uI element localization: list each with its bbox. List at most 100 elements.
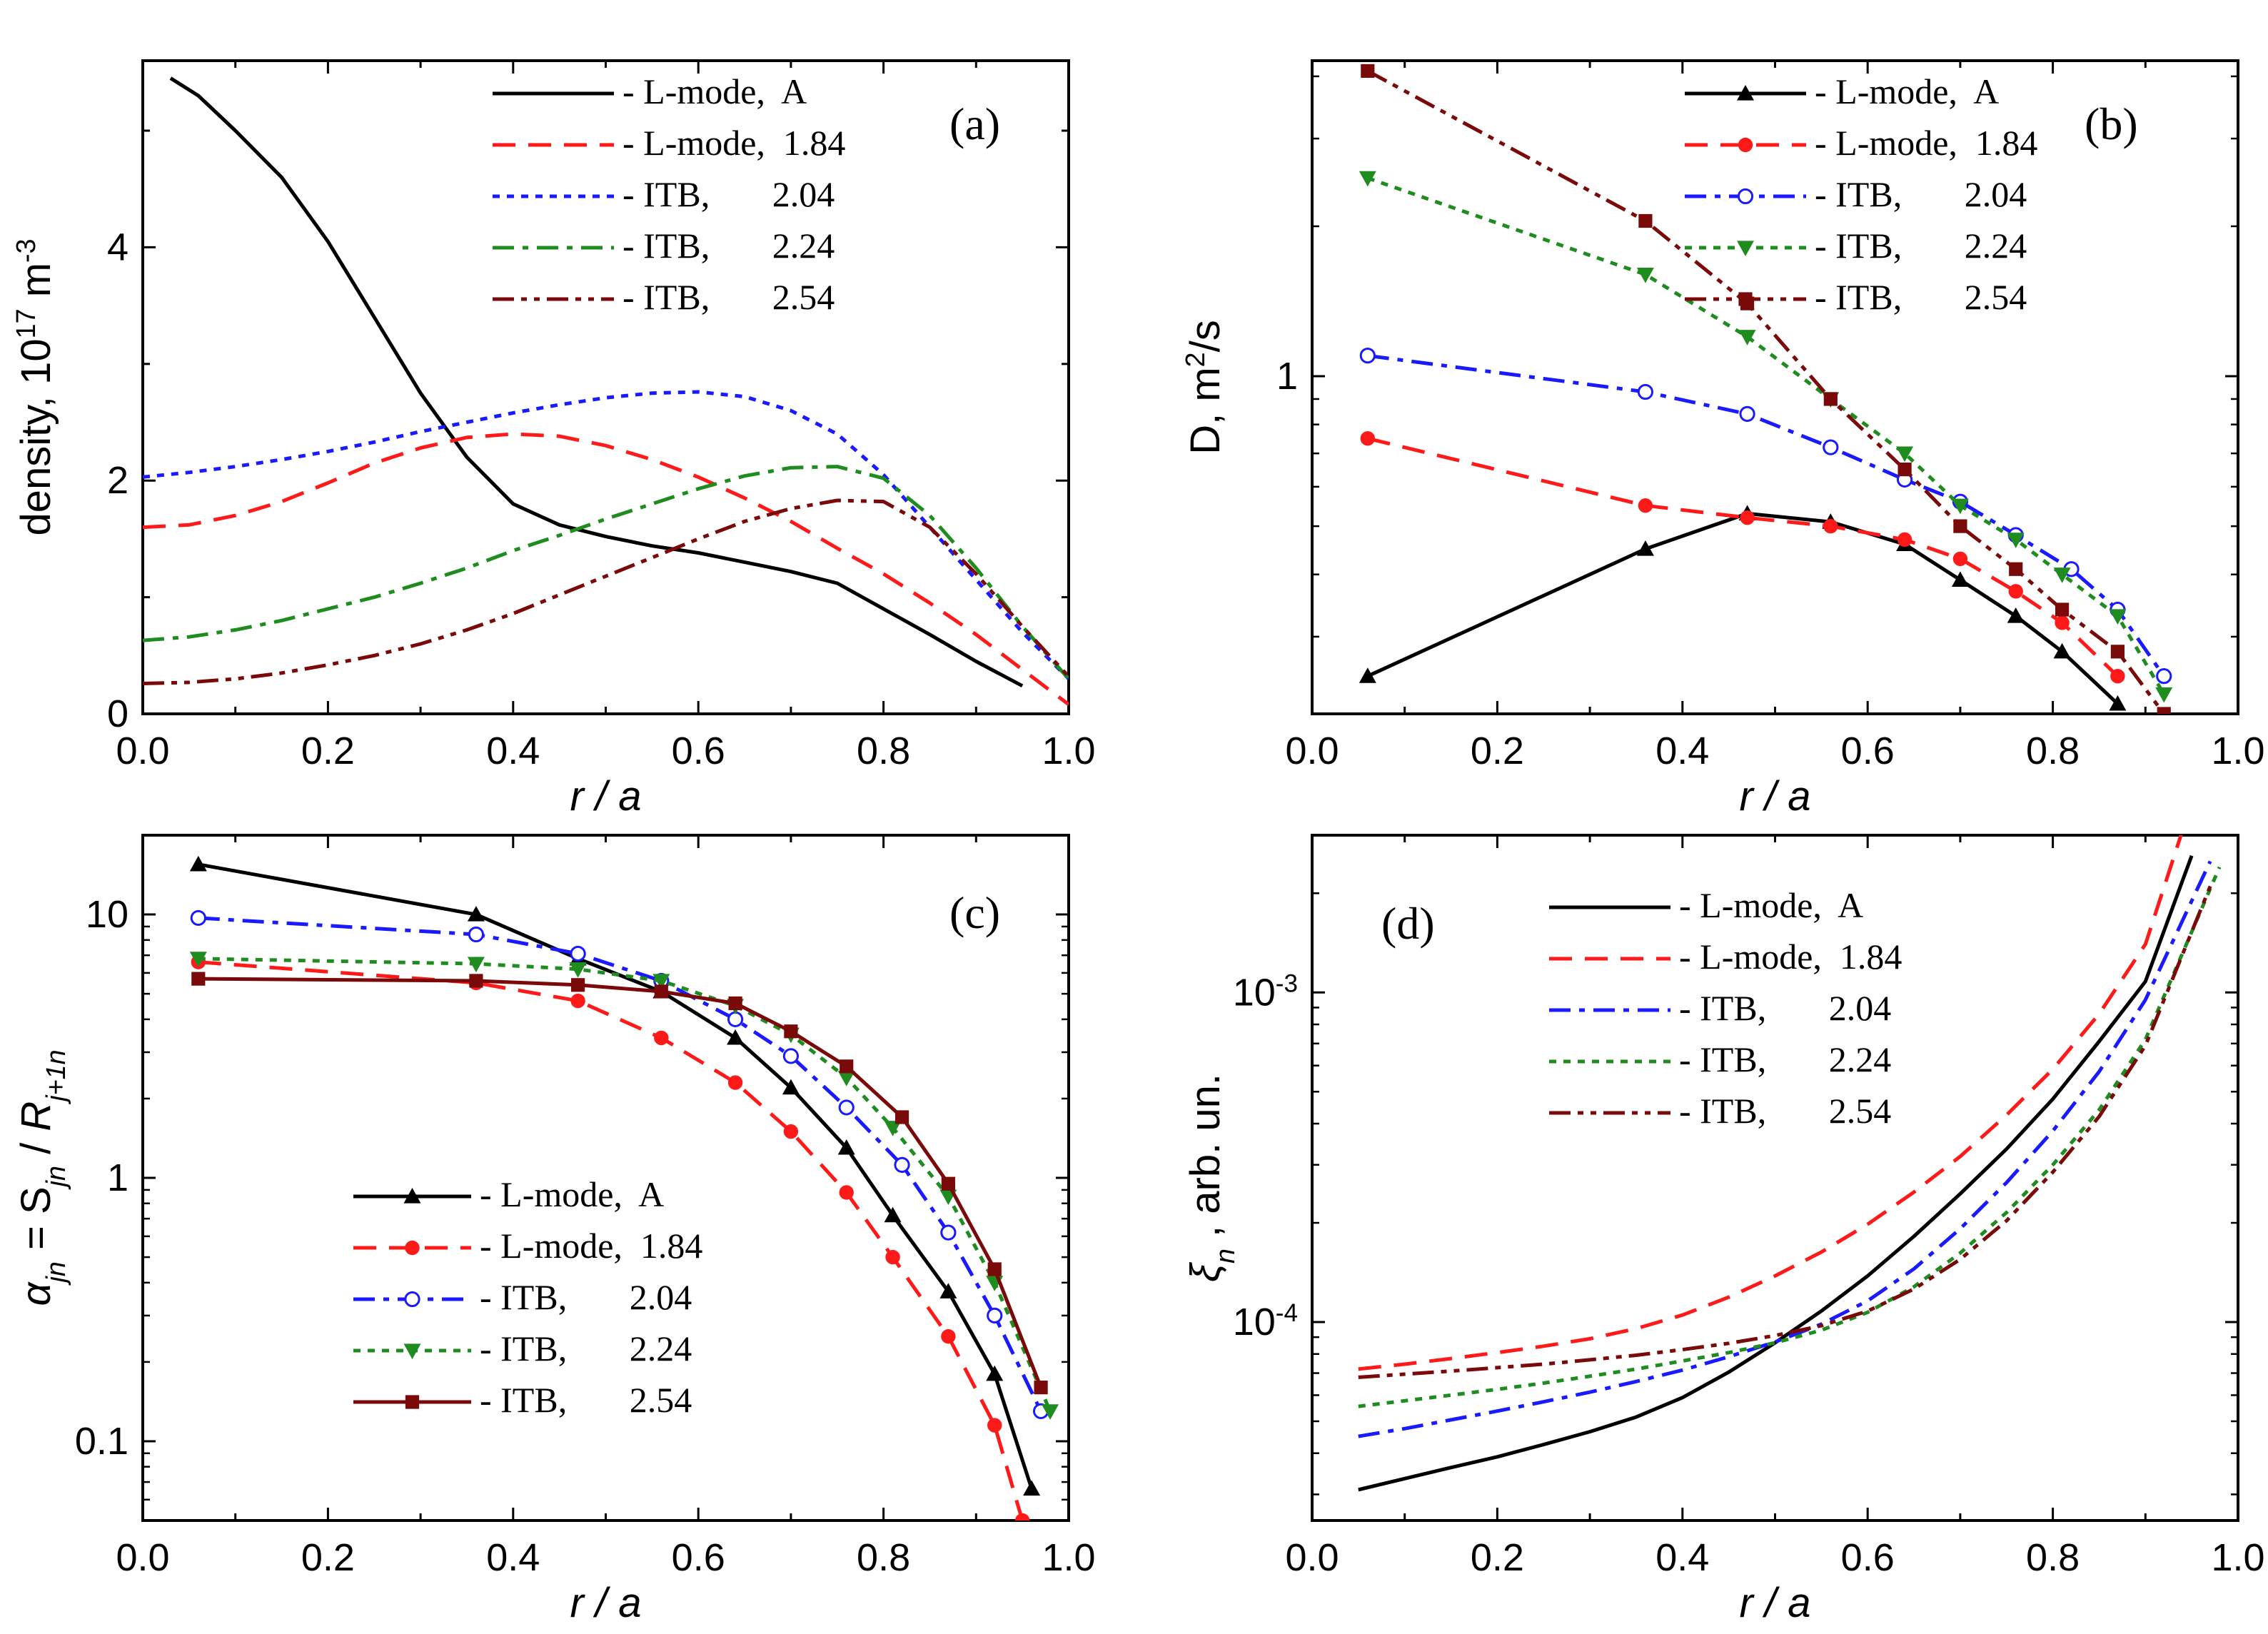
legend-marker	[1737, 188, 1754, 205]
data-point	[1014, 1513, 1030, 1520]
data-point	[727, 1075, 743, 1090]
x-tick-label: 0.0	[1285, 1536, 1339, 1579]
data-point	[1739, 405, 1755, 422]
x-tick-label: 1.0	[1042, 1536, 1095, 1579]
data-point	[784, 1024, 798, 1039]
series-line-0	[1358, 854, 2194, 1492]
data-point	[570, 945, 586, 962]
data-point	[570, 993, 585, 1009]
x-axis-label: r / a	[570, 1580, 642, 1626]
x-tick-label: 0.6	[672, 1536, 725, 1579]
series-line-2	[143, 390, 1069, 680]
data-point	[986, 1365, 1004, 1381]
legend-label: - L-mode, 1.84	[480, 1226, 702, 1266]
data-point	[1896, 446, 1914, 463]
y-tick-label: 0	[107, 692, 128, 735]
y-tick-label: 10-4	[1233, 1299, 1298, 1344]
y-axis-label: αjn = Sjn / Rj+1n	[13, 1049, 71, 1306]
data-point	[840, 1059, 854, 1074]
legend-label: - L-mode, A	[1679, 885, 1863, 925]
y-axis-label: density, 1017 m-3	[11, 238, 59, 535]
x-tick-label: 0.8	[857, 730, 910, 772]
data-point	[2109, 609, 2127, 625]
data-point	[838, 1099, 855, 1116]
legend-label: - ITB, 2.04	[480, 1277, 692, 1317]
legend-label: - ITB, 2.24	[1679, 1039, 1891, 1079]
data-point	[2156, 668, 2172, 685]
x-axis-label: r / a	[570, 773, 642, 819]
data-point	[837, 1071, 855, 1086]
data-point	[940, 1224, 957, 1241]
data-point	[884, 1206, 902, 1223]
legend-marker	[1737, 241, 1754, 256]
x-tick-label: 0.4	[486, 730, 540, 772]
legend-label: - ITB, 2.54	[1815, 277, 2027, 317]
panel-tag: (d)	[1381, 898, 1435, 949]
x-tick-label: 1.0	[1042, 730, 1095, 772]
data-point	[654, 1030, 669, 1046]
x-tick-label: 0.6	[672, 730, 725, 772]
legend: - L-mode, A - L-mode, 1.84 - ITB, 2.04 - IT…	[493, 71, 845, 317]
x-tick-label: 0.8	[857, 1536, 910, 1579]
legend: - L-mode, A - L-mode, 1.84 - ITB, 2.04 - IT…	[353, 1174, 702, 1420]
x-tick-label: 0.0	[116, 1536, 169, 1579]
legend-label: - L-mode, A	[1815, 71, 1999, 111]
y-tick-label: 1	[107, 1156, 128, 1199]
x-axis-label: r / a	[1740, 1580, 1811, 1626]
data-point	[467, 957, 485, 973]
data-point	[1951, 498, 1969, 515]
data-point	[1034, 1381, 1048, 1395]
data-point	[1359, 348, 1376, 364]
data-point	[2110, 668, 2125, 684]
data-point	[1953, 519, 1967, 533]
data-point	[782, 1079, 800, 1095]
data-point	[1740, 510, 1755, 525]
data-point	[1023, 1480, 1041, 1496]
data-point	[727, 1029, 745, 1045]
series-line-2	[1367, 353, 2166, 677]
legend-label: - L-mode, A	[623, 71, 807, 111]
legend-label: - L-mode, 1.84	[1679, 937, 1902, 977]
data-point	[2009, 562, 2023, 576]
x-tick-label: 0.6	[1841, 1536, 1895, 1579]
data-point	[2007, 607, 2025, 623]
data-point	[1636, 268, 1654, 283]
data-point	[894, 1156, 910, 1173]
series-line-4	[1366, 69, 2166, 714]
y-tick-label: 0.1	[75, 1420, 128, 1463]
series-line-2	[1358, 860, 2212, 1438]
panel-b: 0.0 0.2 0.4 0.6 0.8 1.0 1 r / a D, m2/s (b) - L-mo…	[1180, 59, 2265, 819]
y-tick-label: 10	[86, 893, 128, 936]
data-point	[569, 962, 587, 978]
series-line-0	[169, 76, 1024, 688]
data-point	[1361, 64, 1375, 79]
legend-label: - L-mode, 1.84	[623, 123, 845, 163]
legend-label: - ITB, 2.54	[480, 1380, 692, 1420]
legend-label: - ITB, 2.54	[623, 277, 835, 317]
x-tick-label: 0.0	[1285, 730, 1339, 772]
legend-label: - L-mode, A	[480, 1174, 664, 1214]
legend-marker	[1737, 85, 1754, 101]
legend-label: - ITB, 2.04	[1679, 988, 1891, 1028]
legend-marker	[1738, 292, 1753, 306]
x-tick-label: 0.2	[301, 1536, 355, 1579]
panel-d: 0.0 0.2 0.4 0.6 0.8 1.0 10-4 10-3 r / a ξn , arb.…	[1182, 834, 2265, 1626]
data-point	[839, 1185, 854, 1200]
data-point	[1897, 532, 1912, 548]
x-tick-label: 0.4	[1655, 1536, 1709, 1579]
data-point	[1951, 571, 1969, 587]
data-point	[2053, 642, 2071, 659]
series-line-4	[143, 498, 1069, 685]
data-point	[987, 1418, 1002, 1433]
y-tick-label: 10-3	[1233, 969, 1298, 1014]
data-point	[1360, 431, 1376, 446]
data-point	[783, 1124, 799, 1139]
panel-tag: (a)	[949, 99, 1000, 149]
x-axis-label: r / a	[1740, 773, 1811, 819]
y-tick-label: 1	[1276, 355, 1298, 398]
legend-marker	[1738, 137, 1753, 153]
data-point	[468, 926, 485, 943]
data-point	[570, 978, 585, 992]
data-point	[2109, 695, 2127, 711]
data-point	[728, 996, 742, 1011]
